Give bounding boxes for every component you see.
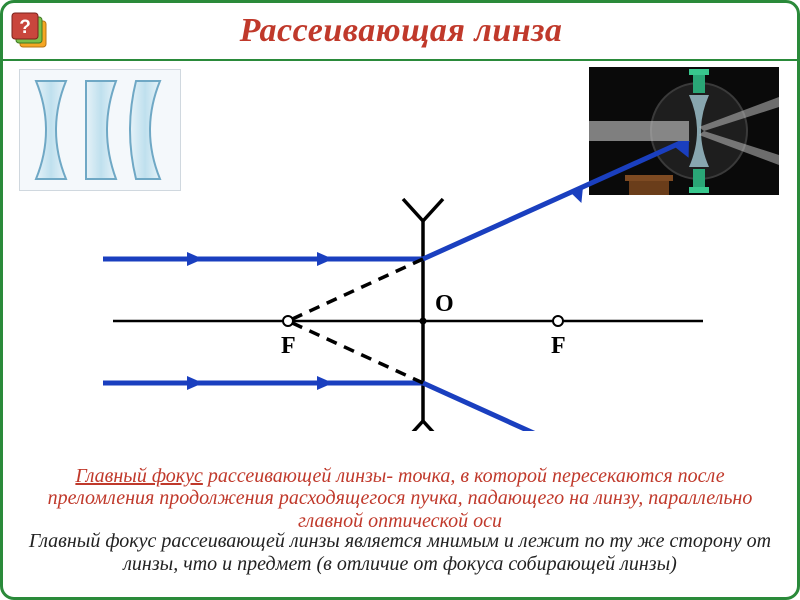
note-text: Главный фокус рассеивающей линзы являетс… — [23, 530, 777, 575]
explanation-text: Главный фокус рассеивающей линзы- точка,… — [23, 465, 777, 575]
ray-diagram: F F O — [83, 141, 723, 431]
label-O: O — [435, 291, 454, 318]
definition-term: Главный фокус — [75, 465, 202, 487]
content-area: F F O Главный фокус рассеивающей линзы- … — [3, 61, 797, 597]
label-F-right: F — [551, 333, 566, 360]
svg-text:?: ? — [19, 17, 31, 38]
header: ? Рассеивающая линза — [3, 3, 797, 61]
slide-frame: ? Рассеивающая линза — [0, 0, 800, 600]
label-F-left: F — [281, 333, 296, 360]
slide-title: Рассеивающая линза — [55, 12, 797, 50]
quiz-logo: ? — [9, 8, 55, 54]
definition-text: Главный фокус рассеивающей линзы- точка,… — [23, 465, 777, 532]
